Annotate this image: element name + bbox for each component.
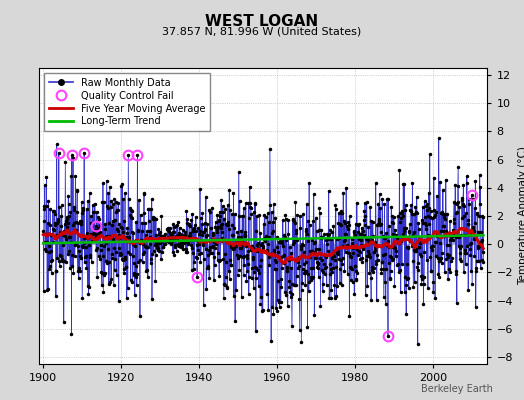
Text: 37.857 N, 81.996 W (United States): 37.857 N, 81.996 W (United States) (162, 26, 362, 36)
Y-axis label: Temperature Anomaly (°C): Temperature Anomaly (°C) (518, 146, 524, 286)
Legend: Raw Monthly Data, Quality Control Fail, Five Year Moving Average, Long-Term Tren: Raw Monthly Data, Quality Control Fail, … (44, 73, 211, 131)
Text: Berkeley Earth: Berkeley Earth (421, 384, 493, 394)
Text: WEST LOGAN: WEST LOGAN (205, 14, 319, 29)
